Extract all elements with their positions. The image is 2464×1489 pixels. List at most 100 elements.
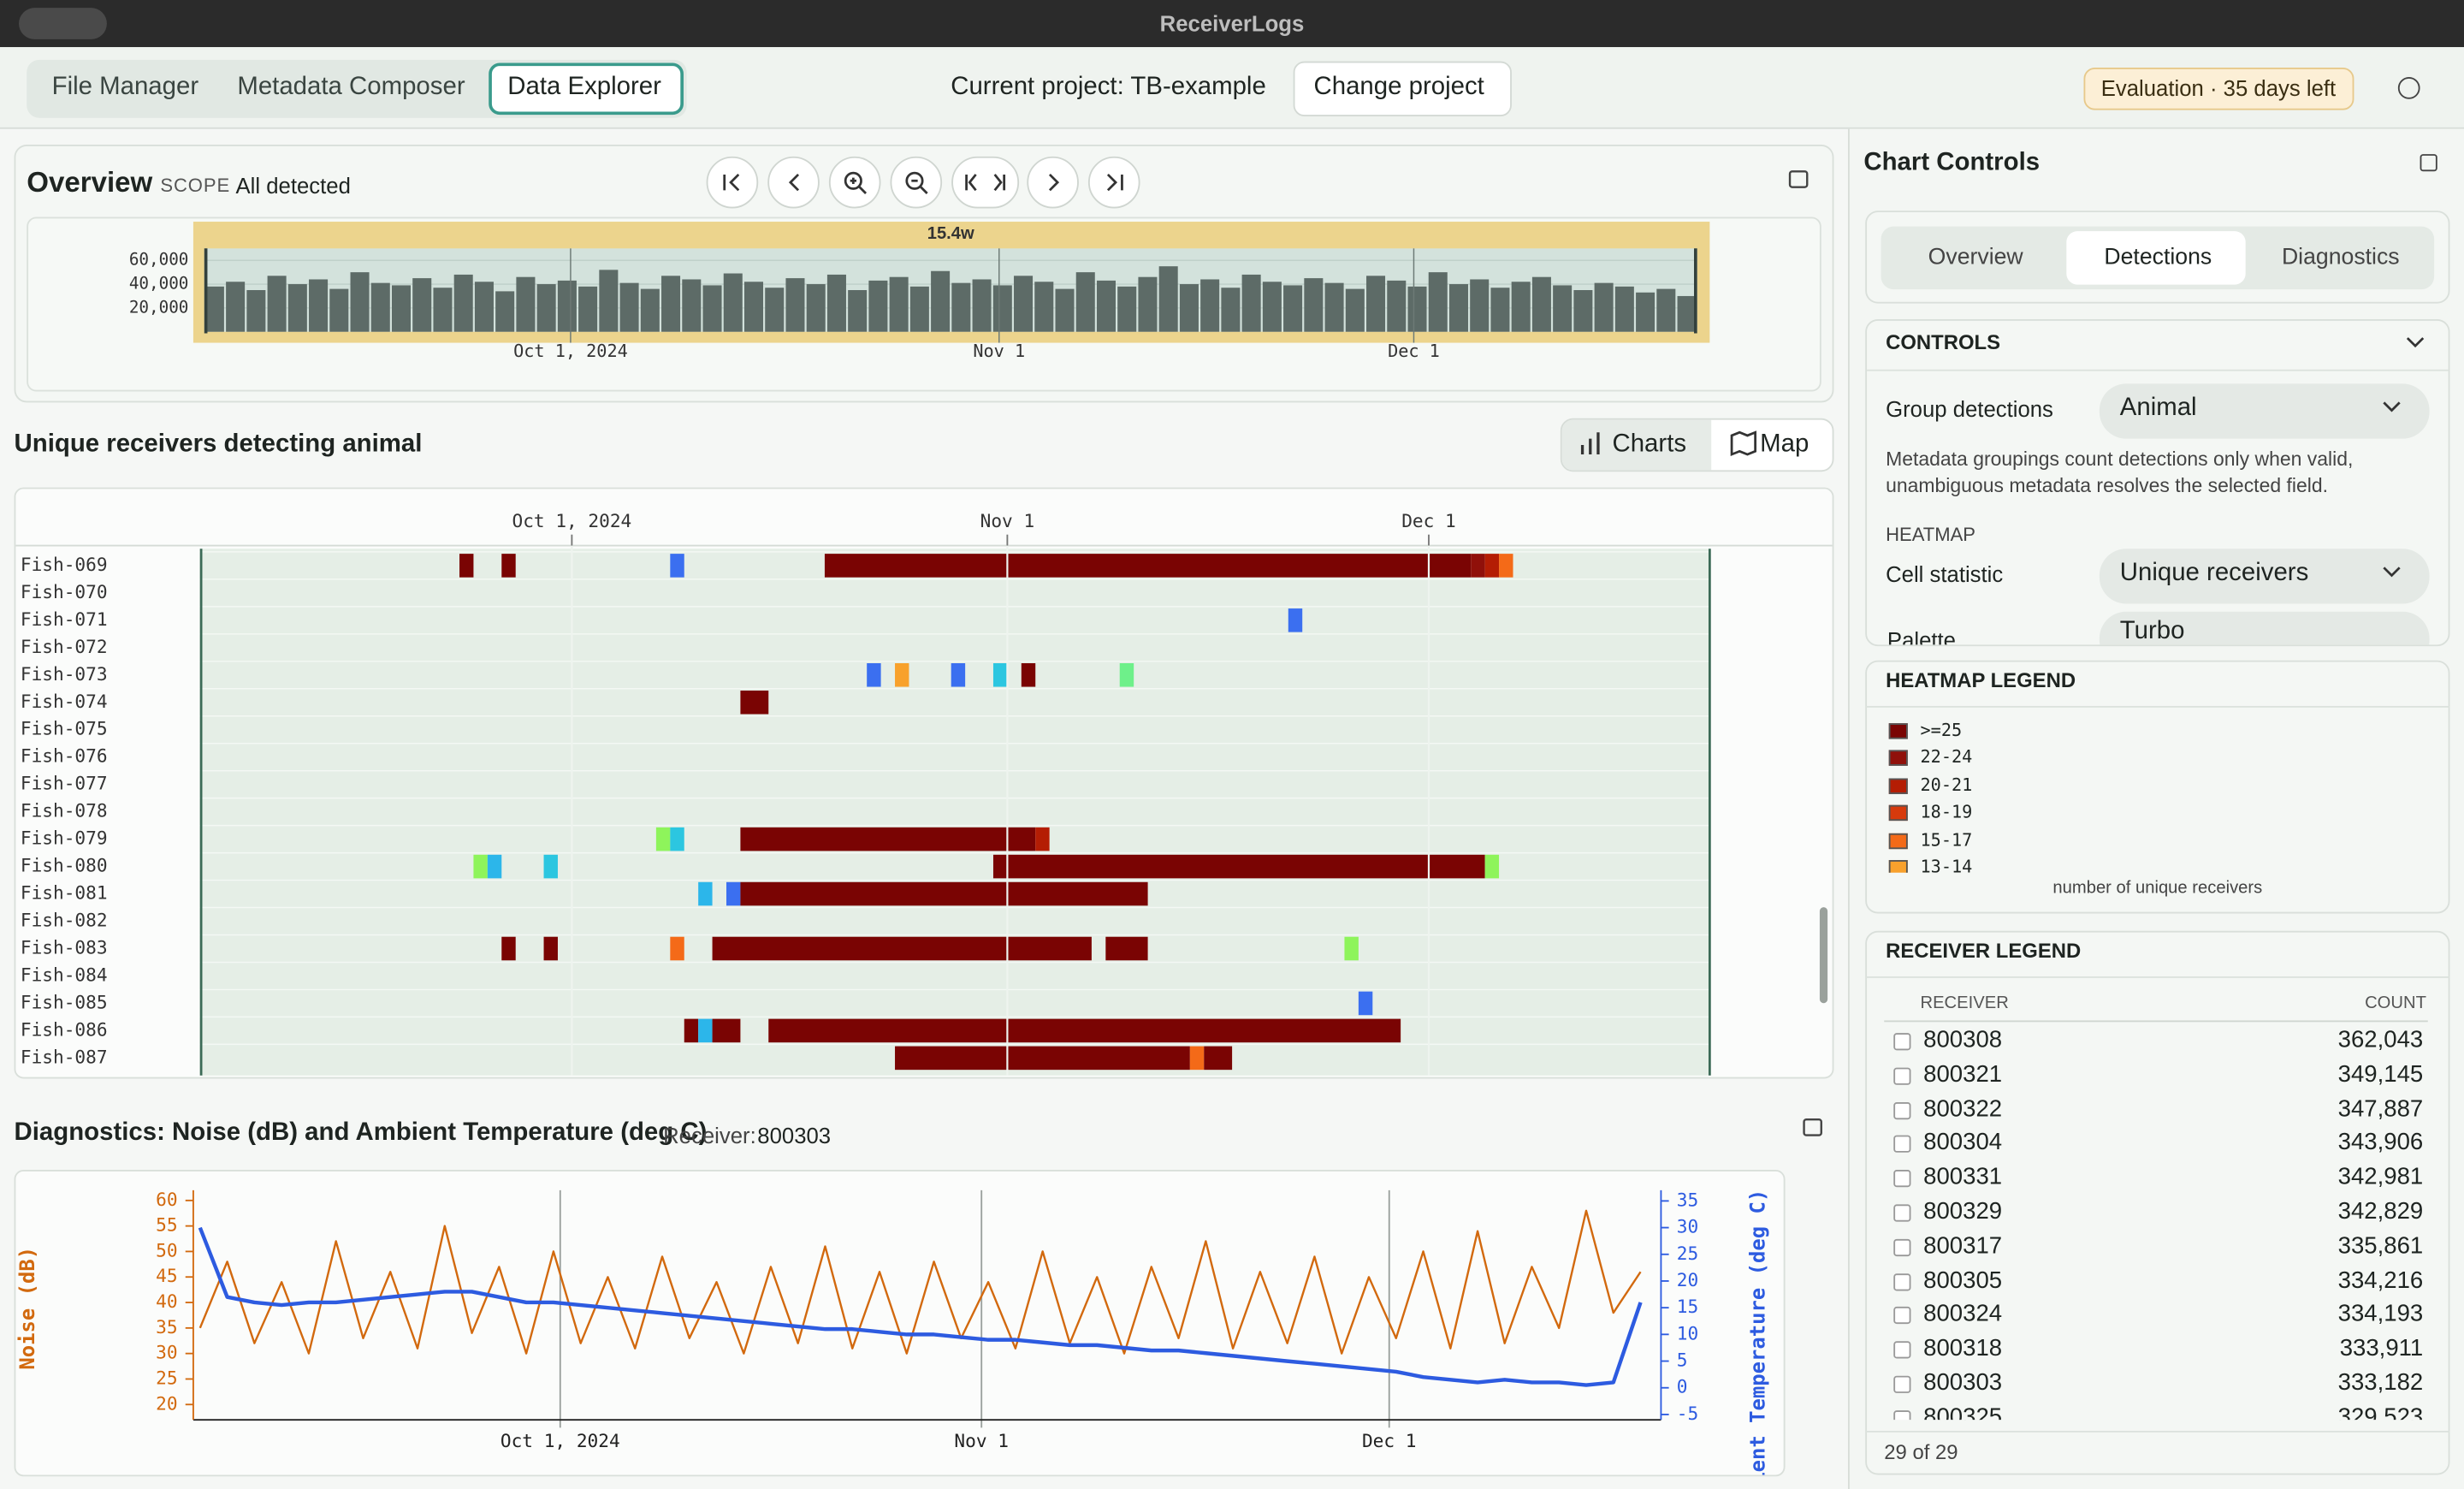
window-control[interactable] (19, 8, 107, 39)
plot-area (204, 248, 1697, 332)
heatmap-cell (824, 554, 1472, 578)
cell-stat-value[interactable]: Unique receivers (2119, 560, 2309, 587)
receiver-checkbox[interactable] (1893, 1272, 1911, 1290)
y2-tick-label: 5 (1677, 1350, 1688, 1371)
receiver-id[interactable]: 800318 (1923, 1335, 2003, 1362)
y2-tick-label: 35 (1677, 1189, 1698, 1210)
receiver-id[interactable]: 800304 (1923, 1129, 2003, 1157)
expand-icon[interactable] (1788, 170, 1809, 188)
bar (1096, 280, 1116, 332)
bar (1283, 285, 1303, 332)
nav-tab[interactable]: Data Explorer (507, 74, 661, 101)
bar (931, 270, 951, 332)
bar (578, 286, 598, 332)
nav-tab[interactable]: File Manager (51, 74, 199, 101)
row-label: Fish-074 (21, 691, 108, 712)
change-project-label[interactable]: Change project (1313, 74, 1484, 101)
line-series (198, 1226, 1643, 1387)
panel-tab[interactable]: Detections (2104, 245, 2212, 271)
bar (309, 279, 329, 332)
bar (1055, 288, 1075, 332)
divider (1867, 369, 2449, 371)
receiver-checkbox[interactable] (1893, 1170, 1911, 1188)
receiver-checkbox[interactable] (1893, 1067, 1911, 1085)
receiver-count: 334,193 (2337, 1301, 2424, 1328)
x-tick-label: Dec 1 (1362, 1430, 1417, 1451)
receiver-checkbox[interactable] (1893, 1341, 1911, 1359)
cell-stat-select[interactable] (2099, 549, 2430, 604)
receiver-checkbox[interactable] (1893, 1101, 1911, 1119)
chevrons (2383, 337, 2425, 578)
y-tick-label: 50 (156, 1239, 177, 1261)
nav-tab[interactable]: Metadata Composer (237, 74, 465, 101)
receiver-count: 342,981 (2337, 1164, 2424, 1191)
palette-value[interactable]: Turbo (2119, 618, 2185, 645)
group-select[interactable] (2099, 383, 2430, 439)
expand-icon[interactable] (1803, 1118, 1822, 1136)
heatmap-cell (473, 854, 488, 879)
receiver-id[interactable]: 800317 (1923, 1232, 2003, 1260)
legend-label: 22-24 (1920, 747, 1973, 768)
bar (287, 284, 307, 332)
panel-tab-active[interactable] (2066, 231, 2246, 285)
change-project-button[interactable] (1293, 61, 1512, 116)
receiver-checkbox[interactable] (1893, 1375, 1911, 1393)
bar (516, 276, 536, 332)
status-indicator[interactable] (2397, 77, 2420, 99)
charts-button-label[interactable]: Charts (1612, 430, 1687, 458)
overview-title: Overview (27, 166, 153, 199)
bar (1677, 295, 1697, 332)
heatmap-cell (992, 663, 1008, 687)
row-label: Fish-086 (21, 1018, 108, 1040)
x-tick-label: Nov 1 (954, 1430, 1009, 1451)
heatmap-cell (1499, 554, 1513, 578)
receiver-id[interactable]: 800329 (1923, 1198, 2003, 1225)
charts-button[interactable] (1561, 419, 1712, 471)
group-value[interactable]: Animal (2119, 394, 2197, 422)
heatmap-title: Unique receivers detecting animal (14, 430, 423, 458)
receiver-checkbox[interactable] (1893, 1136, 1911, 1154)
diagnostics-card (14, 1170, 1786, 1477)
receiver-checkbox[interactable] (1893, 1238, 1911, 1256)
panel-tab[interactable]: Diagnostics (2281, 245, 2400, 271)
heatmap-cell (698, 881, 713, 906)
brush-label: 15.4w (927, 224, 974, 243)
bar (204, 286, 224, 332)
receiver-id[interactable]: 800331 (1923, 1164, 2003, 1191)
panel-tab[interactable]: Overview (1928, 245, 2023, 271)
collapse-icon[interactable] (2420, 154, 2437, 172)
heatmap-cell (670, 827, 684, 851)
legend-label: 15-17 (1920, 829, 1973, 851)
bar (1387, 280, 1407, 332)
row-label: Fish-081 (21, 882, 108, 904)
receiver-checkbox[interactable] (1893, 1307, 1911, 1325)
legend-label: 20-21 (1920, 774, 1973, 796)
map-button-label[interactable]: Map (1760, 430, 1810, 458)
receiver-header: RECEIVER (1920, 994, 2009, 1013)
bar (1366, 276, 1386, 332)
heatmap-legend-title: HEATMAP LEGEND (1886, 667, 2076, 692)
receiver-id[interactable]: 800305 (1923, 1267, 2003, 1294)
receiver-id[interactable]: 800308 (1923, 1026, 2003, 1054)
bar (1636, 292, 1656, 332)
receiver-id[interactable]: 800321 (1923, 1060, 2003, 1089)
receiver-id[interactable]: 800303 (1923, 1369, 2003, 1397)
y-tick-label: 60,000 (129, 250, 189, 270)
heatmap-cell (740, 881, 1148, 906)
bar (909, 286, 929, 332)
receiver-id[interactable]: 800324 (1923, 1301, 2003, 1328)
receiver-id[interactable]: 800325 (1923, 1403, 2003, 1421)
receiver-count: 343,906 (2337, 1129, 2424, 1157)
scrollbar[interactable] (1819, 907, 1828, 1004)
palette-select[interactable] (2099, 611, 2430, 645)
receiver-checkbox[interactable] (1893, 1033, 1911, 1051)
nav-tab-active[interactable] (489, 62, 684, 116)
receiver-checkbox[interactable] (1893, 1409, 1911, 1421)
receiver-id[interactable]: 800322 (1923, 1095, 2003, 1123)
bar (1324, 282, 1344, 332)
nav-icons (723, 171, 1123, 194)
bar (826, 274, 846, 332)
receiver-checkbox[interactable] (1893, 1204, 1911, 1222)
bar (682, 279, 702, 332)
